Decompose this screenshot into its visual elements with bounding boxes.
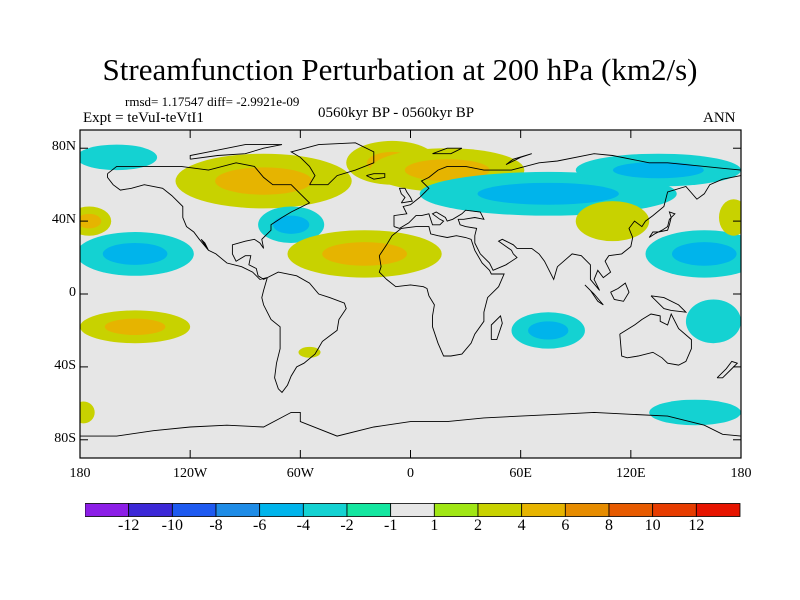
colorbar-swatch	[433, 503, 479, 517]
coastline-9	[490, 315, 503, 341]
anomaly-core-west-pacific-low	[671, 242, 737, 266]
colorbar-swatch	[652, 503, 697, 517]
lon-tick-label: 60W	[286, 466, 314, 481]
anomaly-core-north-pacific-west-high	[80, 213, 102, 229]
anomaly-core-eurasia-low	[477, 182, 619, 205]
colorbar-swatch	[564, 503, 610, 517]
coastline-5	[619, 312, 692, 366]
period-label: 0560kyr BP - 0560kyr BP	[318, 105, 475, 121]
colorbar-swatch	[521, 503, 566, 517]
colorbar-label: -6	[252, 517, 267, 534]
coastline-3	[378, 226, 505, 357]
anomaly-southern-ocean-low	[649, 399, 741, 426]
colorbar-swatch	[477, 503, 523, 517]
lon-tick-label: 0	[407, 466, 414, 481]
colorbar-swatch	[85, 503, 130, 517]
colorbar-swatch	[302, 503, 348, 517]
coastline-11	[584, 284, 604, 306]
anomaly-dateline-high	[718, 199, 741, 236]
anomaly-core-north-america-high	[215, 167, 313, 195]
colorbar-swatch	[171, 503, 217, 517]
colorbar-swatch	[259, 503, 304, 517]
colorbar-swatch	[215, 503, 261, 517]
lat-tick-label: 0	[69, 285, 76, 300]
colorbar-label: -1	[383, 517, 398, 534]
lon-tick-label: 180	[69, 466, 91, 481]
colorbar-label: 12	[688, 517, 705, 534]
anomaly-core-east-asia-low	[612, 161, 704, 179]
colorbar-swatch	[390, 503, 435, 517]
coastline-12	[610, 282, 630, 302]
chart-title: Streamfunction Perturbation at 200 hPa (…	[102, 52, 698, 87]
lat-tick-label: 80N	[51, 139, 76, 155]
stats-label: rmsd= 1.17547 diff= -2.9921e-09	[125, 94, 300, 109]
lat-tick-label: 40N	[51, 212, 76, 228]
colorbar	[85, 503, 741, 517]
coastline-2	[290, 142, 375, 186]
colorbar-label: -12	[117, 517, 140, 534]
colorbar-label: 2	[474, 517, 482, 534]
coastline-7	[398, 187, 413, 204]
experiment-label: Expt = teVuI-teVtI1	[83, 110, 204, 126]
anomaly-australia-east-low	[685, 299, 741, 344]
anomaly-core-north-pacific-low	[102, 242, 168, 265]
anomaly-core-indian-ocean-low	[528, 321, 569, 340]
coastlines	[80, 142, 741, 437]
colorbar-swatch	[695, 503, 741, 517]
anomaly-south-america-high	[298, 346, 321, 358]
anomaly-core-south-pacific-high	[104, 318, 166, 335]
coastline-15	[189, 144, 283, 160]
colorbar-swatch	[128, 503, 173, 517]
anomaly-south-pacific-west-high	[80, 401, 95, 424]
coastline-14	[366, 173, 386, 180]
coastline-6	[80, 411, 741, 437]
colorbar-label: -8	[209, 517, 223, 534]
anomaly-core-subtropical-atlantic-high	[322, 242, 408, 266]
coastline-0	[107, 162, 311, 280]
colorbar-swatch	[346, 503, 392, 517]
coastline-16	[432, 147, 463, 155]
colorbar-label: 8	[605, 517, 613, 534]
coastline-10	[716, 360, 739, 379]
anomaly-core-atlantic-low	[272, 215, 310, 234]
lon-tick-label: 60E	[509, 466, 532, 481]
colorbar-label: 6	[561, 517, 570, 534]
anomaly-asia-high	[575, 201, 650, 242]
colorbar-label: 1	[430, 517, 439, 534]
lon-tick-label: 120W	[173, 466, 208, 481]
lon-tick-label: 180	[730, 466, 752, 481]
colorbar-label: 10	[644, 517, 661, 534]
anomaly-core-europe-high	[404, 159, 490, 182]
season-label: ANN	[703, 110, 736, 126]
coastline-8	[648, 211, 676, 238]
colorbar-label: -4	[296, 517, 310, 534]
colorbar-label: -2	[340, 517, 354, 534]
colorbar-swatch	[608, 503, 654, 517]
lat-tick-label: 80S	[54, 430, 76, 446]
lat-tick-label: 40S	[54, 357, 76, 373]
anomaly-layer	[80, 140, 741, 426]
coastline-1	[261, 271, 347, 394]
lon-tick-label: 120E	[616, 466, 646, 481]
colorbar-label: 4	[517, 517, 526, 534]
coastline-4	[393, 153, 741, 291]
coastline-17	[505, 153, 532, 166]
coastline-13	[650, 295, 688, 313]
colorbar-label: -10	[161, 517, 183, 534]
anomaly-arctic-west-low	[80, 144, 158, 171]
